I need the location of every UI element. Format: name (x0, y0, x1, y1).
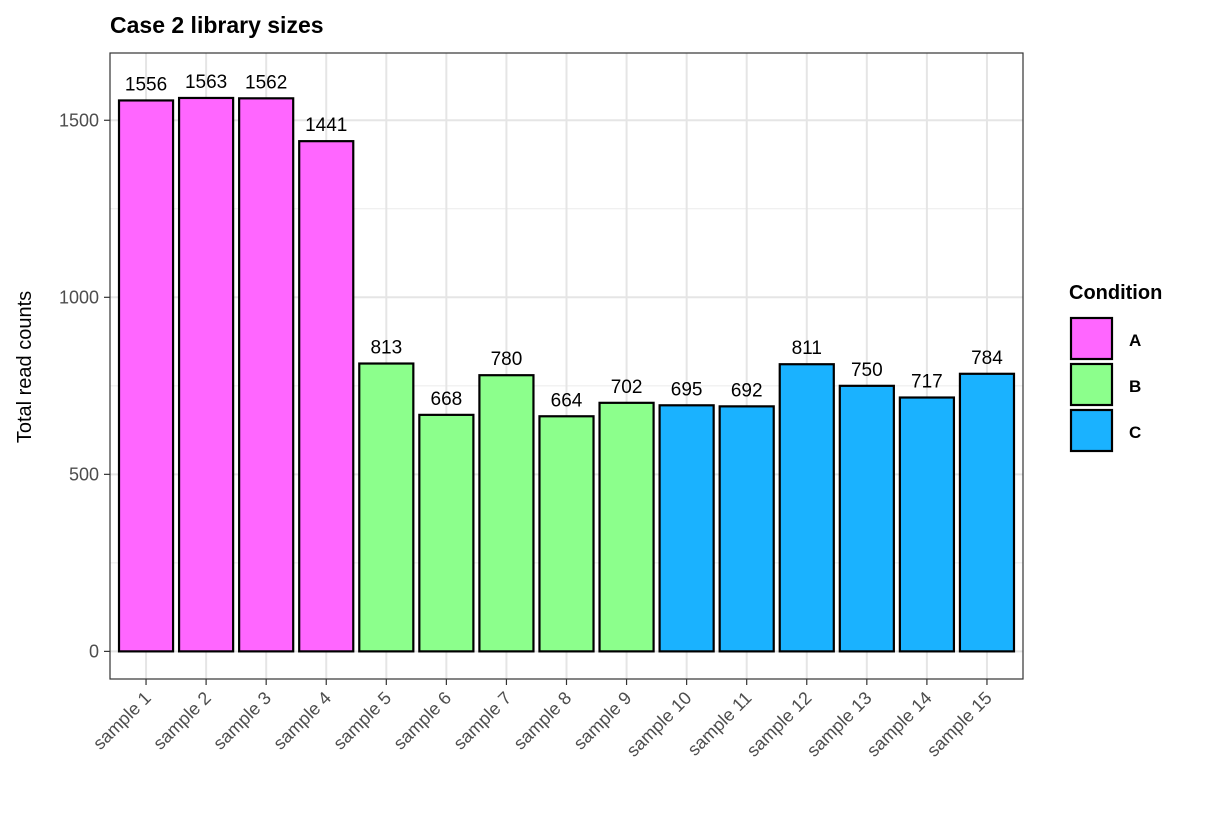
data-label: 702 (611, 377, 643, 398)
data-labels: 1556 1563 1562 1441 813 668 780 664 702 695 692 811… (125, 72, 1003, 411)
data-label: 750 (851, 360, 883, 381)
bar (898, 396, 956, 653)
plot-panel: 1556 1563 1562 1441 813 668 780 664 702 695 692 811… (109, 52, 1024, 680)
x-tick-label: sample 10 (623, 688, 696, 761)
y-tick-label: 1500 (59, 110, 99, 130)
data-label: 1556 (125, 74, 167, 95)
x-tick-label: sample 2 (149, 688, 215, 754)
data-label: 813 (370, 338, 402, 359)
x-tick-label: sample 15 (923, 688, 996, 761)
x-tick-label: sample 7 (449, 688, 515, 754)
bar (238, 97, 295, 653)
bar (958, 372, 1016, 653)
legend-items: A B C (1069, 316, 1141, 453)
data-label: 1441 (305, 115, 347, 136)
bar (658, 404, 715, 653)
x-tick-label: sample 4 (269, 688, 335, 754)
data-label: 717 (911, 372, 943, 393)
legend-swatch (1069, 408, 1114, 453)
bar (117, 99, 175, 653)
bar (598, 401, 655, 653)
x-tick-label: sample 6 (389, 688, 455, 754)
legend-swatch (1069, 316, 1114, 361)
x-tick-label: sample 1 (89, 688, 155, 754)
bars (117, 96, 1016, 653)
y-tick-label: 0 (89, 641, 99, 661)
y-axis: 0 500 1000 1500 (59, 110, 110, 661)
legend-title: Condition (1069, 282, 1162, 304)
bar (358, 362, 415, 653)
data-label: 784 (971, 348, 1003, 369)
data-label: 780 (491, 349, 523, 370)
x-tick-label: sample 8 (510, 688, 576, 754)
bar (838, 384, 895, 653)
data-label: 1562 (245, 72, 287, 93)
y-axis-title: Total read counts (14, 291, 36, 443)
data-label: 695 (671, 379, 703, 400)
bar (778, 363, 835, 653)
bar (478, 374, 535, 653)
legend-label: B (1129, 377, 1141, 396)
data-label: 664 (551, 390, 583, 411)
legend-swatch (1069, 362, 1114, 407)
legend-label: C (1129, 423, 1141, 442)
x-tick-label: sample 5 (329, 688, 395, 754)
bar (718, 405, 775, 653)
y-tick-label: 1000 (59, 287, 99, 307)
legend-label: A (1129, 331, 1141, 350)
x-tick-label: sample 3 (209, 688, 275, 754)
data-label: 668 (431, 389, 463, 410)
data-label: 692 (731, 380, 763, 401)
bar (418, 413, 475, 653)
y-tick-label: 500 (69, 464, 99, 484)
data-label: 1563 (185, 72, 227, 93)
data-label: 811 (792, 338, 822, 359)
bar (538, 415, 595, 653)
chart-title: Case 2 library sizes (110, 12, 324, 38)
legend: Condition A B C (1069, 282, 1162, 453)
bar (177, 96, 235, 653)
bar (298, 140, 355, 653)
